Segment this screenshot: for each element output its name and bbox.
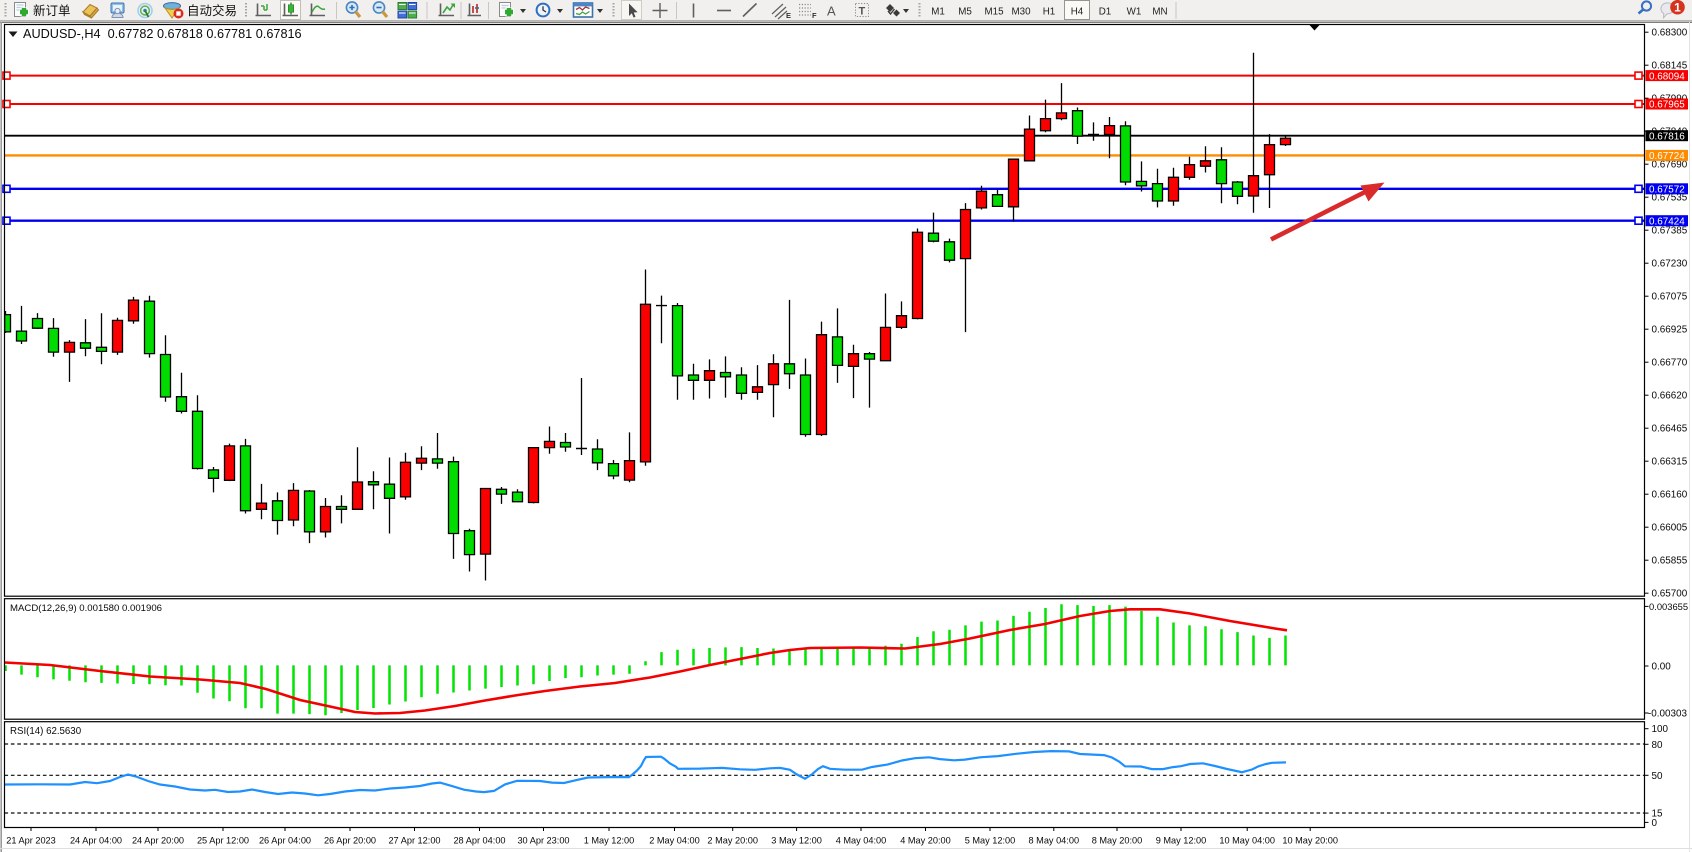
svg-text:3 May 12:00: 3 May 12:00 [771, 836, 822, 846]
svg-text:8 May 04:00: 8 May 04:00 [1029, 836, 1080, 846]
svg-text:0.66925: 0.66925 [1652, 325, 1688, 336]
svg-text:9 May 12:00: 9 May 12:00 [1156, 836, 1207, 846]
svg-text:M5: M5 [958, 7, 972, 18]
svg-text:A: A [827, 4, 836, 19]
svg-text:80: 80 [1652, 740, 1663, 751]
svg-text:0.66005: 0.66005 [1652, 523, 1688, 534]
svg-text:0.67230: 0.67230 [1652, 259, 1688, 270]
svg-text:4 May 20:00: 4 May 20:00 [900, 836, 951, 846]
svg-text:1 May 12:00: 1 May 12:00 [584, 836, 635, 846]
svg-text:0.67724: 0.67724 [1649, 151, 1685, 162]
svg-text:RSI(14) 62.5630: RSI(14) 62.5630 [10, 726, 82, 737]
svg-text:0.67572: 0.67572 [1649, 185, 1685, 196]
svg-text:21 Apr 2023: 21 Apr 2023 [6, 836, 56, 846]
svg-text:新订单: 新订单 [33, 3, 71, 18]
svg-text:0.65855: 0.65855 [1652, 556, 1688, 567]
svg-text:0.67535: 0.67535 [1652, 193, 1688, 204]
svg-text:T: T [859, 6, 866, 18]
svg-text:0.66620: 0.66620 [1652, 391, 1688, 402]
svg-text:自动交易: 自动交易 [187, 3, 237, 18]
svg-text:0.67385: 0.67385 [1652, 226, 1688, 237]
svg-text:2 May 04:00: 2 May 04:00 [649, 836, 700, 846]
svg-text:M1: M1 [931, 7, 945, 18]
svg-text:MACD(12,26,9) 0.001580 0.00190: MACD(12,26,9) 0.001580 0.001906 [10, 603, 162, 614]
svg-text:0.68145: 0.68145 [1652, 61, 1688, 72]
svg-text:0.67075: 0.67075 [1652, 292, 1688, 303]
svg-text:0.66160: 0.66160 [1652, 490, 1688, 501]
svg-text:26 Apr 04:00: 26 Apr 04:00 [259, 836, 311, 846]
svg-text:0.67690: 0.67690 [1652, 160, 1688, 171]
svg-text:0.66465: 0.66465 [1652, 424, 1688, 435]
svg-text:0.67424: 0.67424 [1649, 216, 1685, 227]
svg-text:0.66770: 0.66770 [1652, 358, 1688, 369]
svg-text:24 Apr 04:00: 24 Apr 04:00 [70, 836, 122, 846]
svg-text:AUDUSD-,H4 0.67782 0.67818 0.: AUDUSD-,H4 0.67782 0.67818 0.67781 0.678… [23, 27, 302, 41]
svg-text:W1: W1 [1127, 7, 1142, 18]
svg-text:F: F [812, 11, 817, 20]
svg-text:E: E [786, 11, 791, 20]
svg-text:5 May 12:00: 5 May 12:00 [965, 836, 1016, 846]
svg-text:26 Apr 20:00: 26 Apr 20:00 [324, 836, 376, 846]
svg-text:24 Apr 20:00: 24 Apr 20:00 [132, 836, 184, 846]
svg-text:100: 100 [1652, 724, 1669, 735]
svg-text:0.65700: 0.65700 [1652, 589, 1688, 600]
svg-text:8 May 20:00: 8 May 20:00 [1092, 836, 1143, 846]
svg-text:10 May 20:00: 10 May 20:00 [1282, 836, 1338, 846]
svg-text:0: 0 [1652, 818, 1658, 829]
svg-text:M15: M15 [984, 7, 1004, 18]
svg-text:H1: H1 [1043, 7, 1056, 18]
svg-text:15: 15 [1652, 809, 1663, 820]
svg-text:0.68300: 0.68300 [1652, 28, 1688, 39]
svg-text:0.68094: 0.68094 [1649, 71, 1685, 82]
svg-text:0.67816: 0.67816 [1649, 131, 1685, 142]
svg-text:0.003655: 0.003655 [1649, 601, 1688, 612]
svg-text:0.67965: 0.67965 [1649, 100, 1685, 111]
svg-text:25 Apr 12:00: 25 Apr 12:00 [197, 836, 249, 846]
svg-text:MN: MN [1152, 7, 1167, 18]
svg-text:4 May 04:00: 4 May 04:00 [836, 836, 887, 846]
svg-text:2 May 20:00: 2 May 20:00 [707, 836, 758, 846]
svg-text:0.00: 0.00 [1652, 662, 1672, 673]
svg-text:10 May 04:00: 10 May 04:00 [1219, 836, 1275, 846]
svg-text:D1: D1 [1099, 7, 1112, 18]
svg-text:-0.00303: -0.00303 [1648, 709, 1687, 720]
svg-text:0.66315: 0.66315 [1652, 457, 1688, 468]
svg-text:H4: H4 [1071, 7, 1084, 18]
svg-text:28 Apr 04:00: 28 Apr 04:00 [453, 836, 505, 846]
svg-text:27 Apr 12:00: 27 Apr 12:00 [388, 836, 440, 846]
svg-text:1: 1 [1674, 1, 1681, 15]
svg-text:M30: M30 [1011, 7, 1031, 18]
svg-text:30 Apr 23:00: 30 Apr 23:00 [517, 836, 569, 846]
svg-text:50: 50 [1652, 771, 1663, 782]
